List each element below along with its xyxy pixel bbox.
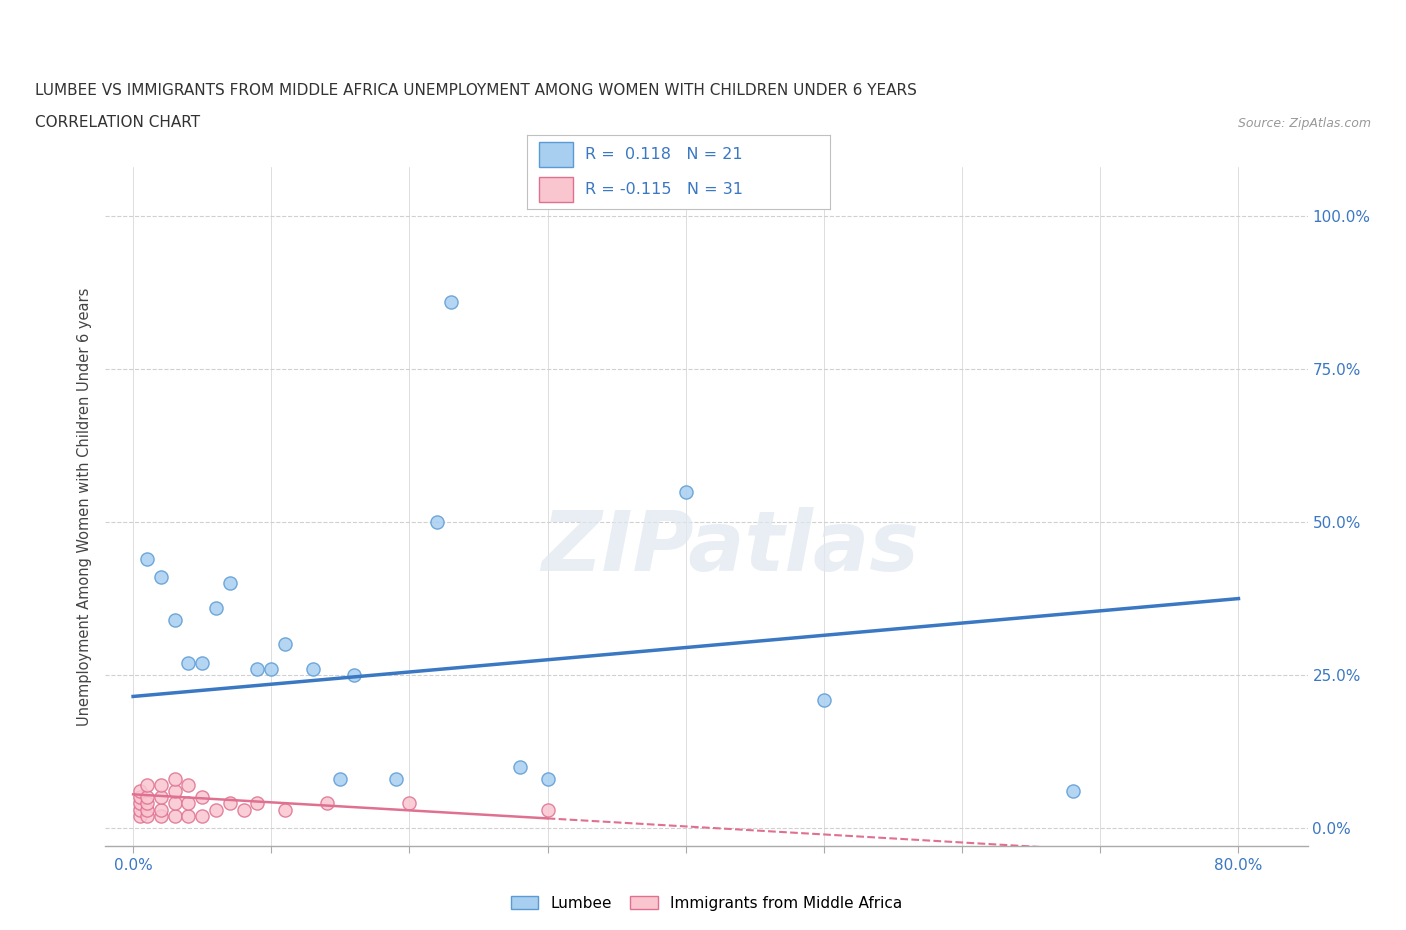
FancyBboxPatch shape <box>540 178 572 202</box>
Point <box>163 613 186 628</box>
Point <box>232 803 254 817</box>
Point <box>149 790 172 804</box>
Point <box>329 772 352 787</box>
Point <box>218 576 240 591</box>
Point <box>384 772 406 787</box>
Point <box>149 570 172 585</box>
Point <box>177 777 200 792</box>
Point <box>149 777 172 792</box>
Point <box>191 790 214 804</box>
Text: R =  0.118   N = 21: R = 0.118 N = 21 <box>585 148 742 163</box>
Point <box>129 796 152 811</box>
Point <box>135 777 157 792</box>
Point <box>149 808 172 823</box>
Point <box>343 668 366 683</box>
FancyBboxPatch shape <box>540 142 572 166</box>
Point <box>135 808 157 823</box>
Text: Source: ZipAtlas.com: Source: ZipAtlas.com <box>1237 117 1371 130</box>
Point <box>426 514 449 529</box>
Point <box>246 661 269 676</box>
Point <box>398 796 420 811</box>
Point <box>301 661 323 676</box>
Point <box>675 485 697 499</box>
Text: R = -0.115   N = 31: R = -0.115 N = 31 <box>585 181 742 196</box>
Point <box>260 661 283 676</box>
Point <box>191 808 214 823</box>
Legend: Lumbee, Immigrants from Middle Africa: Lumbee, Immigrants from Middle Africa <box>505 889 908 917</box>
Point <box>177 808 200 823</box>
Point <box>246 796 269 811</box>
Point <box>813 692 835 707</box>
Point <box>163 808 186 823</box>
Point <box>129 790 152 804</box>
Point <box>163 796 186 811</box>
Point <box>135 551 157 566</box>
Point <box>536 803 558 817</box>
Point <box>163 784 186 799</box>
Point <box>129 803 152 817</box>
Point <box>177 796 200 811</box>
Point <box>135 796 157 811</box>
Point <box>1062 784 1084 799</box>
Point <box>191 656 214 671</box>
Point <box>135 803 157 817</box>
Point <box>274 803 297 817</box>
Point <box>135 790 157 804</box>
Point <box>129 808 152 823</box>
Y-axis label: Unemployment Among Women with Children Under 6 years: Unemployment Among Women with Children U… <box>77 287 93 726</box>
Point <box>315 796 337 811</box>
Text: LUMBEE VS IMMIGRANTS FROM MIDDLE AFRICA UNEMPLOYMENT AMONG WOMEN WITH CHILDREN U: LUMBEE VS IMMIGRANTS FROM MIDDLE AFRICA … <box>35 83 917 98</box>
Point <box>509 760 531 775</box>
Point <box>536 772 558 787</box>
Point <box>149 803 172 817</box>
Point <box>205 803 228 817</box>
Point <box>129 784 152 799</box>
Point <box>274 637 297 652</box>
Point <box>440 295 463 310</box>
Point <box>163 772 186 787</box>
Point <box>177 656 200 671</box>
Point <box>205 601 228 616</box>
Text: ZIPatlas: ZIPatlas <box>541 507 920 588</box>
Point <box>218 796 240 811</box>
Text: CORRELATION CHART: CORRELATION CHART <box>35 115 200 130</box>
